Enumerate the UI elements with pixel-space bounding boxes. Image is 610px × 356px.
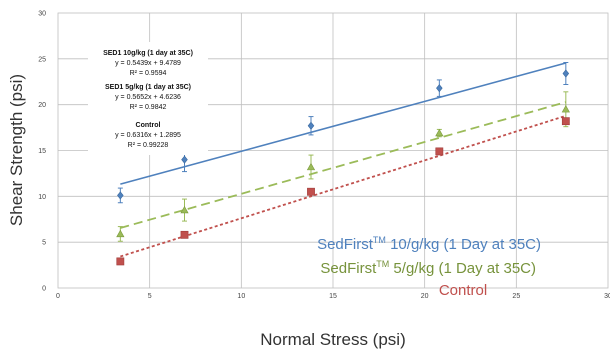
x-tick-label-20: 20: [421, 293, 429, 300]
trendline-series-0: [120, 62, 567, 185]
data-point-series-2-1: [180, 230, 189, 239]
data-markers: [116, 69, 570, 266]
x-tick-label-10: 10: [237, 293, 245, 300]
y-tick-label-0: 0: [42, 286, 46, 293]
x-tick-label-25: 25: [512, 293, 520, 300]
legend-entry-sedfirst-5: SedFirstTM 5/g/kg (1 Day at 35C): [320, 259, 536, 277]
y-axis-title: Shear Strength (psi): [7, 74, 26, 226]
data-point-series-0-2: [307, 121, 315, 130]
data-point-series-2-0: [116, 257, 125, 266]
x-tick-label-15: 15: [329, 293, 337, 300]
sed1-10-r2: R² = 0.9594: [130, 70, 167, 77]
sed1-10-heading: SED1 10g/kg (1 day at 35C): [103, 50, 193, 57]
legend-sedfirst-5-rest: 5/g/kg (1 Day at 35C): [389, 260, 536, 277]
legend-sedfirst-5-name: SedFirst: [320, 260, 377, 277]
sed1-5-equation: y = 0.5652x + 4.6236: [115, 94, 181, 101]
sed1-10-equation: y = 0.5439x + 9.4789: [115, 60, 181, 67]
control-heading: Control: [136, 122, 161, 129]
legend-sedfirst-10-sup: TM: [373, 235, 386, 245]
legend-sedfirst-10-rest: 10/g/kg (1 Day at 35C): [386, 236, 541, 253]
data-point-series-1-2: [306, 162, 316, 171]
control-r2: R² = 0.99228: [128, 142, 169, 149]
data-point-series-1-3: [435, 128, 444, 137]
y-tick-label-15: 15: [38, 148, 46, 155]
trendlines: [120, 62, 567, 258]
legend-sedfirst-10-name: SedFirst: [317, 236, 374, 253]
data-point-series-0-1: [181, 155, 188, 164]
equation-box-background: [88, 42, 208, 155]
axis-ticks: 0 5 10 15 20 25 30 0 5 10 15 20 25 30: [38, 11, 610, 301]
x-axis-title: Normal Stress (psi): [260, 330, 405, 349]
sed1-5-heading: SED1 5g/kg (1 day at 35C): [105, 84, 191, 91]
data-point-series-0-4: [562, 69, 570, 78]
y-tick-label-20: 20: [38, 102, 46, 109]
legend-entry-control: Control: [439, 282, 487, 299]
y-tick-label-10: 10: [38, 194, 46, 201]
trendline-series-1: [120, 101, 567, 229]
x-tick-label-5: 5: [148, 293, 152, 300]
control-equation: y = 0.6316x + 1.2895: [115, 132, 181, 139]
x-tick-label-0: 0: [56, 293, 60, 300]
y-tick-label-5: 5: [42, 240, 46, 247]
data-point-series-1-4: [561, 105, 570, 113]
trendline-series-2: [120, 114, 567, 258]
y-tick-label-25: 25: [38, 56, 46, 63]
legend-entry-sedfirst-10: SedFirstTM 10/g/kg (1 Day at 35C): [317, 235, 541, 253]
legend: SedFirstTM 10/g/kg (1 Day at 35C) SedFir…: [317, 235, 541, 299]
data-point-series-0-3: [436, 84, 443, 93]
y-tick-label-30: 30: [38, 11, 46, 18]
data-point-series-1-1: [180, 205, 189, 214]
legend-sedfirst-5-sup: TM: [376, 259, 389, 269]
data-point-series-2-2: [307, 187, 315, 196]
equation-box: SED1 10g/kg (1 day at 35C) y = 0.5439x +…: [88, 42, 208, 155]
x-tick-label-30: 30: [604, 293, 610, 300]
data-point-series-2-4: [561, 117, 570, 126]
data-point-series-2-3: [435, 147, 444, 156]
sed1-5-r2: R² = 0.9842: [130, 104, 167, 111]
data-point-series-1-0: [116, 229, 125, 238]
data-point-series-0-0: [117, 191, 124, 200]
